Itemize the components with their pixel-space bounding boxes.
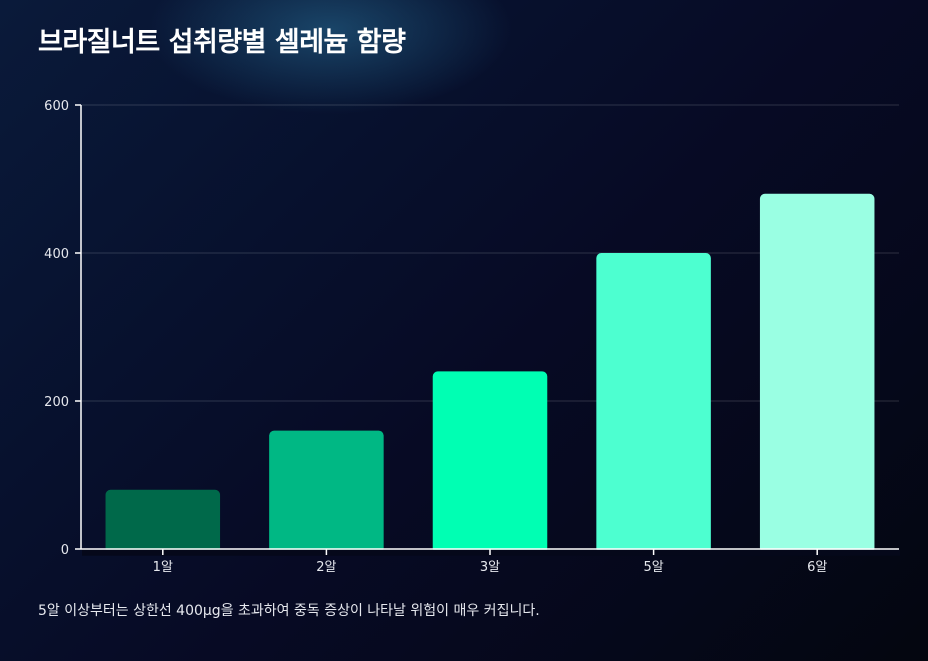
x-tick-label: 2알 (316, 560, 336, 575)
y-tick-label: 200 (44, 395, 69, 410)
footnote: 5알 이상부터는 상한선 400μg을 초과하여 중독 증상이 나타날 위험이 … (38, 603, 540, 619)
y-tick-label: 0 (61, 543, 69, 558)
y-tick-label: 600 (44, 99, 69, 114)
bar-2알 (269, 430, 384, 553)
chart-title: 브라질너트 섭취량별 셀레늄 함량 (38, 27, 406, 58)
bar-3알 (432, 371, 548, 553)
y-tick-label: 400 (44, 247, 69, 262)
bar-6알 (759, 193, 875, 554)
x-tick-label: 6알 (807, 560, 827, 575)
bars (82, 193, 900, 556)
bar-1알 (105, 489, 221, 553)
bar-5알 (596, 253, 711, 553)
y-ticks: 0 200 400 600 (44, 99, 81, 558)
x-tick-label: 3알 (480, 560, 500, 575)
x-tick-label: 5알 (643, 560, 663, 575)
bar-base-mask (82, 549, 900, 556)
x-tick-label: 1알 (153, 560, 173, 575)
x-ticks: 1알 2알 3알 5알 6알 (153, 549, 827, 575)
